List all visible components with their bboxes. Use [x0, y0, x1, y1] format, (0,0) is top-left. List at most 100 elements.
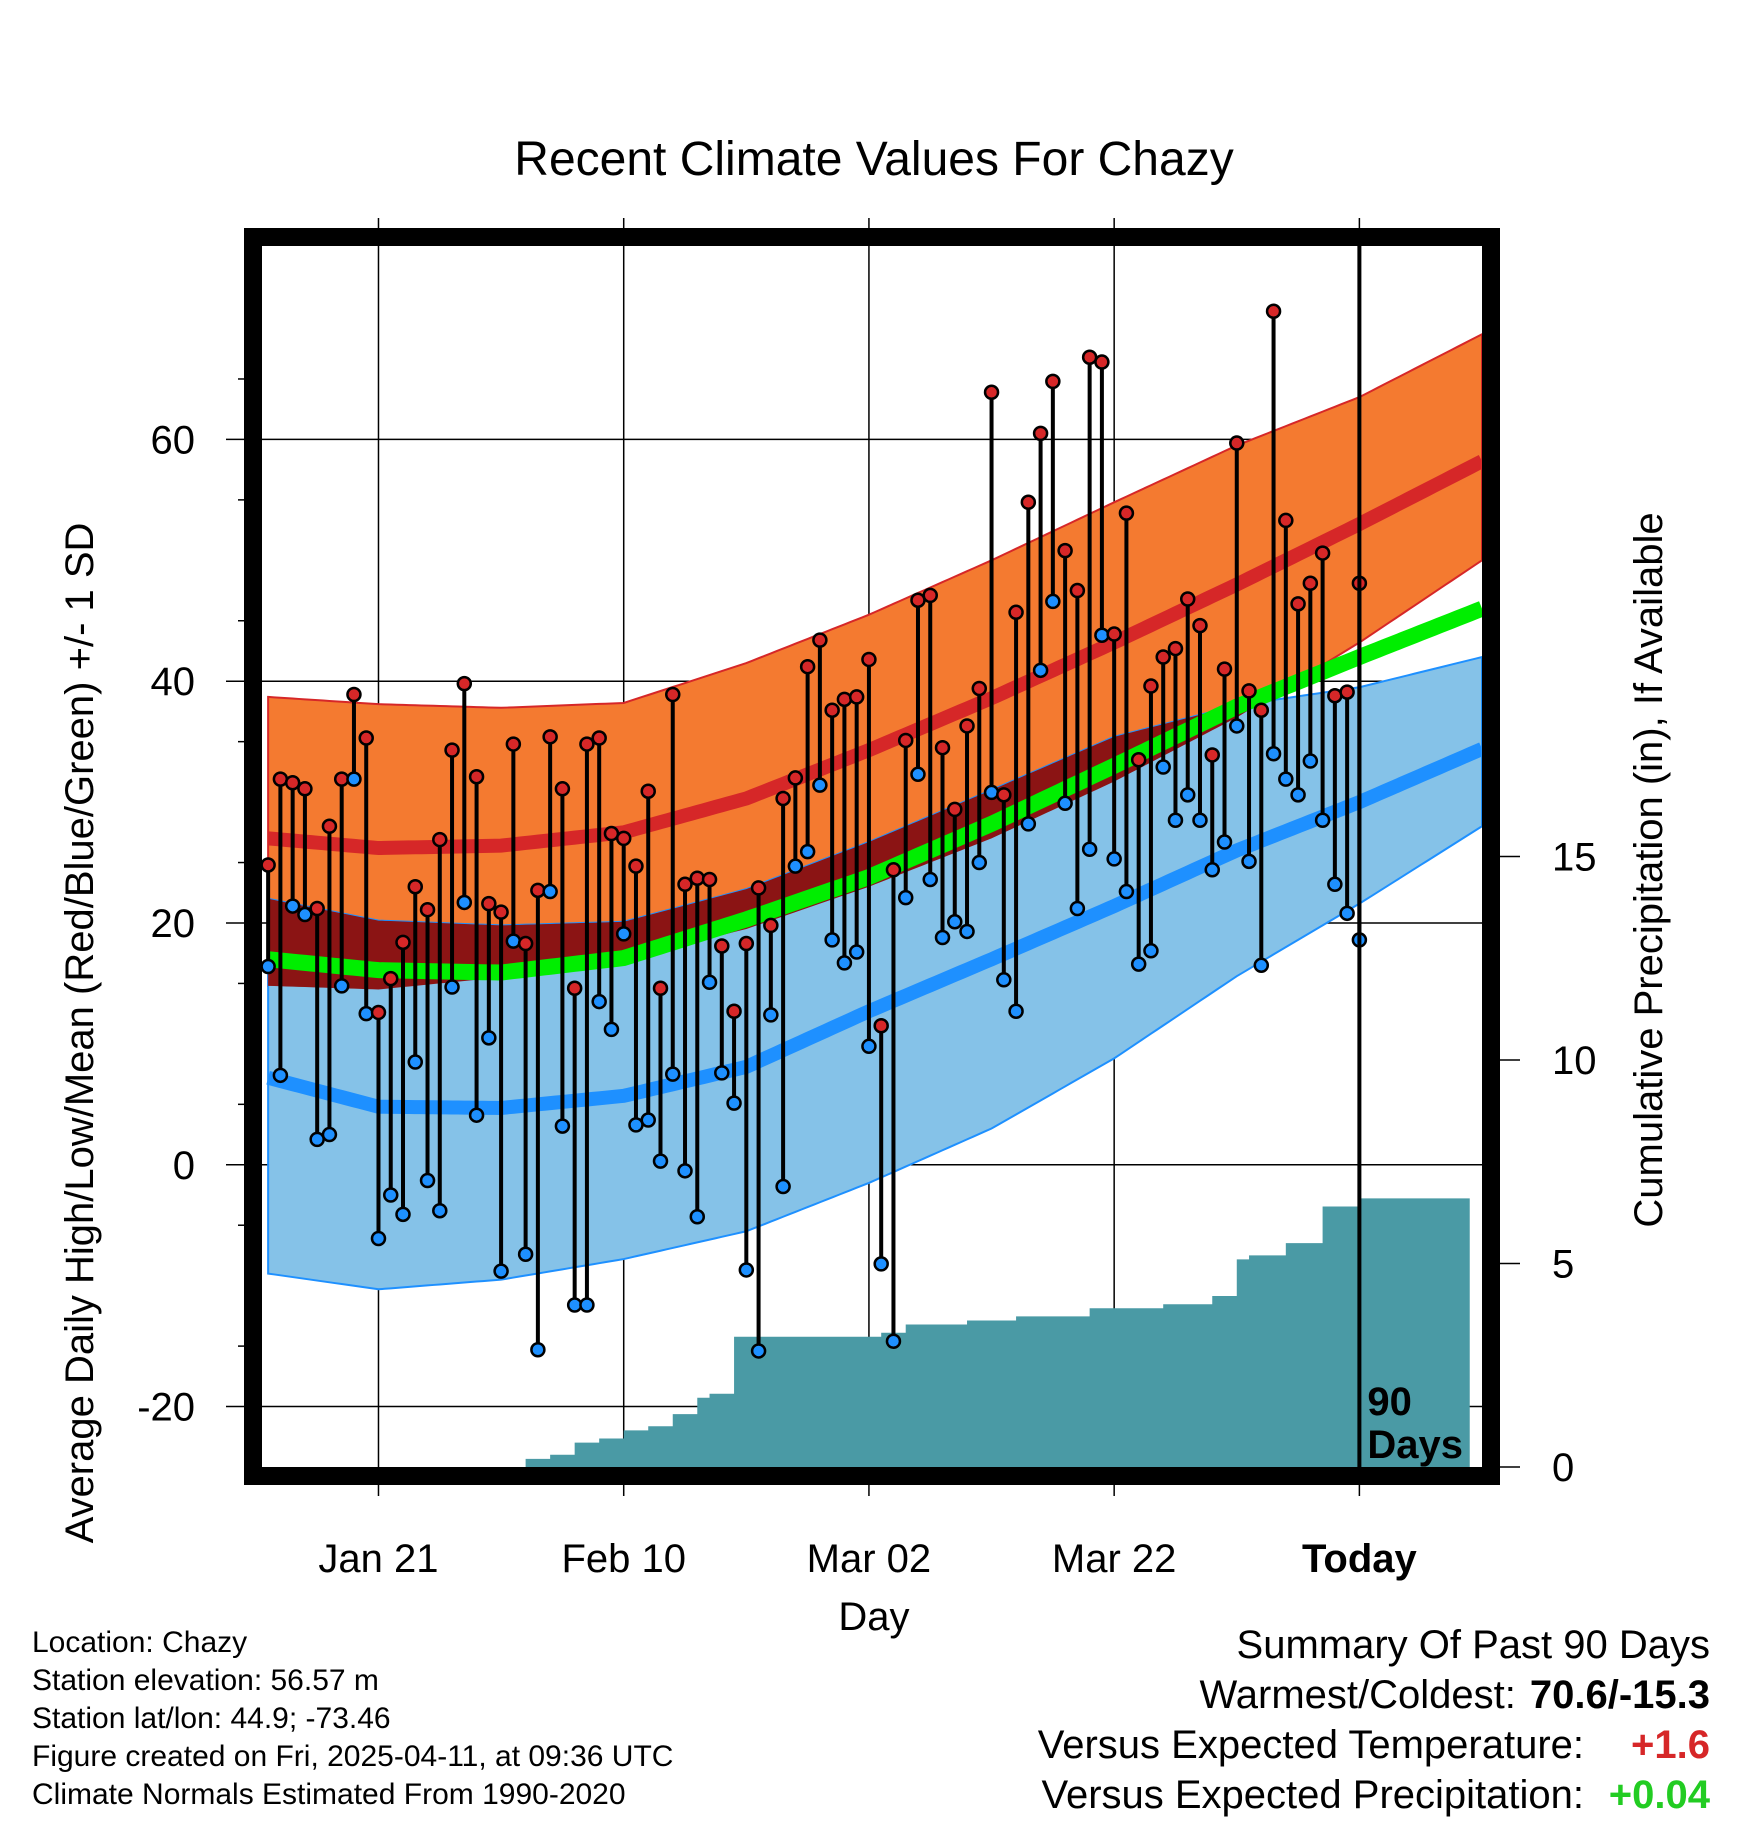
daily-low-point-10	[382, 1187, 399, 1203]
y-tick-label-4: 60	[151, 418, 196, 462]
daily-low-point-71	[1130, 956, 1147, 972]
daily-high-point-1	[272, 771, 289, 787]
daily-low-point-63	[1032, 662, 1049, 679]
daily-low-point-7	[346, 771, 362, 787]
x-tick-label-4: Today	[1302, 1537, 1418, 1581]
daily-high-point-84	[1290, 596, 1306, 612]
daily-low-point-55	[934, 929, 951, 946]
daily-high-point-23	[542, 729, 558, 745]
daily-low-point-35	[689, 1209, 706, 1225]
daily-high-point-59	[983, 384, 1000, 401]
daily-high-point-33	[665, 686, 681, 703]
daily-low-point-48	[848, 944, 865, 960]
daily-high-point-37	[714, 938, 730, 954]
daily-high-point-39	[738, 935, 755, 952]
daily-low-point-1	[272, 1067, 289, 1084]
daily-low-point-82	[1265, 745, 1282, 762]
chart-title: Recent Climate Values For Chazy	[514, 133, 1233, 186]
daily-low-point-8	[358, 1005, 374, 1022]
daily-low-point-27	[591, 993, 607, 1010]
daily-low-point-45	[812, 777, 828, 793]
daily-high-point-73	[1155, 649, 1171, 665]
daily-low-point-86	[1314, 812, 1331, 828]
daily-high-point-49	[861, 651, 877, 668]
daily-high-point-71	[1130, 752, 1147, 768]
daily-high-point-72	[1143, 678, 1159, 694]
daily-low-point-58	[971, 854, 988, 871]
daily-low-point-18	[481, 1030, 497, 1046]
x-axis: Jan 21 Feb 10 Mar 02 Mar 22 Today	[318, 218, 1418, 1581]
daily-low-point-29	[615, 926, 632, 942]
daily-high-point-7	[346, 686, 362, 703]
daily-low-point-84	[1290, 787, 1306, 803]
daily-high-point-19	[493, 904, 509, 920]
daily-high-point-43	[787, 770, 804, 786]
daily-low-point-21	[517, 1246, 534, 1262]
daily-high-point-4	[309, 900, 325, 917]
precip-tick-label-2: 10	[1552, 1039, 1597, 1083]
daily-low-point-64	[1045, 593, 1061, 610]
daily-high-point-42	[775, 790, 791, 807]
daily-high-point-35	[689, 870, 706, 887]
daily-high-point-80	[1241, 683, 1257, 699]
daily-high-point-69	[1106, 626, 1122, 642]
precipitation-area	[268, 1198, 1470, 1467]
daily-high-point-17	[468, 768, 485, 785]
daily-high-point-86	[1314, 545, 1331, 561]
daily-low-point-17	[468, 1107, 485, 1123]
daily-low-point-51	[885, 1333, 902, 1350]
daily-low-point-13	[419, 1172, 436, 1189]
y-tick-label-3: 40	[151, 660, 196, 704]
daily-high-point-55	[934, 739, 951, 756]
daily-high-point-88	[1339, 684, 1355, 700]
daily-high-point-58	[971, 680, 988, 697]
daily-low-point-39	[738, 1262, 755, 1278]
daily-low-point-19	[493, 1263, 509, 1279]
location-text: Location: Chazy	[32, 1626, 248, 1659]
y-axis-right: 0 5 10 15	[1500, 836, 1597, 1490]
daily-high-point-10	[382, 970, 399, 987]
daily-high-point-85	[1302, 575, 1319, 592]
daily-low-point-44	[799, 843, 816, 860]
daily-low-point-53	[910, 766, 926, 783]
latlon-text: Station lat/lon: 44.9; -73.46	[32, 1702, 391, 1735]
daily-low-point-32	[652, 1153, 669, 1169]
daily-low-point-72	[1143, 943, 1159, 959]
daily-high-point-29	[615, 830, 632, 847]
daily-high-point-14	[432, 831, 448, 848]
daily-high-point-38	[726, 1003, 742, 1019]
x-axis-label: Day	[838, 1595, 909, 1639]
days-label-number: 90	[1367, 1380, 1412, 1424]
daily-high-point-54	[922, 587, 938, 604]
daily-high-point-46	[824, 702, 840, 718]
daily-low-point-80	[1241, 853, 1257, 870]
daily-low-point-16	[456, 894, 473, 911]
daily-low-point-52	[897, 889, 914, 906]
daily-high-point-57	[959, 718, 975, 734]
normals-text: Climate Normals Estimated From 1990-2020	[32, 1778, 626, 1811]
daily-low-point-42	[775, 1178, 791, 1195]
days-label-text: Days	[1367, 1423, 1463, 1467]
daily-low-point-6	[333, 978, 350, 994]
daily-high-point-68	[1094, 354, 1110, 370]
daily-observations	[260, 303, 1368, 1359]
daily-high-point-20	[505, 736, 522, 752]
daily-low-point-73	[1155, 759, 1171, 775]
daily-low-point-78	[1216, 834, 1233, 850]
daily-low-point-46	[824, 932, 840, 948]
daily-high-point-83	[1278, 512, 1294, 529]
daily-low-point-41	[763, 1007, 779, 1023]
daily-low-point-76	[1192, 812, 1208, 828]
summary-precip-row: Versus Expected Precipitation: +0.04	[1038, 1770, 1710, 1820]
x-tick-label-3: Mar 22	[1052, 1537, 1177, 1581]
daily-high-point-26	[579, 736, 595, 752]
daily-low-point-20	[505, 933, 522, 949]
daily-low-point-62	[1020, 816, 1037, 832]
summary-title: Summary Of Past 90 Days	[1236, 1623, 1710, 1667]
daily-low-point-77	[1204, 862, 1221, 878]
daily-high-point-79	[1229, 435, 1245, 451]
daily-low-point-31	[640, 1112, 656, 1128]
warmest-value: 70.6/-15.3	[1529, 1673, 1710, 1717]
precip-tick-label-0: 0	[1552, 1446, 1574, 1490]
